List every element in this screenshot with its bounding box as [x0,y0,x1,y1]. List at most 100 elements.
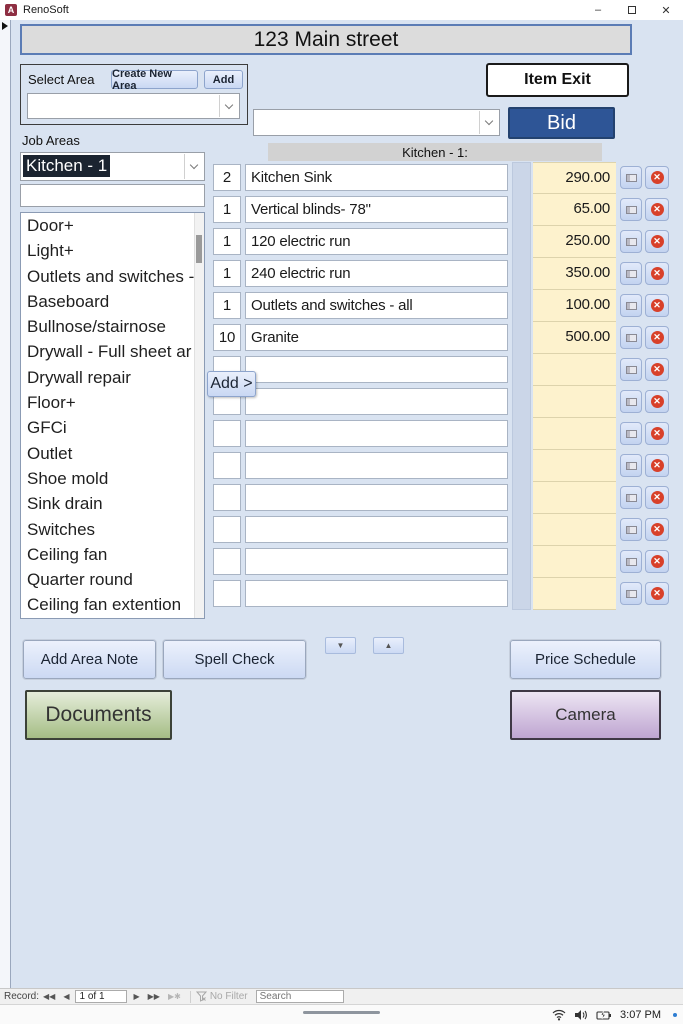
select-area-dropdown-button[interactable] [219,95,238,117]
row-builder-button[interactable] [620,518,642,541]
price-schedule-button[interactable]: Price Schedule [509,639,662,680]
description-field[interactable] [245,516,508,543]
description-field[interactable] [245,356,508,383]
row-delete-button[interactable]: ✕ [645,486,669,509]
previous-record-button[interactable]: ◀ [63,992,70,1001]
row-delete-button[interactable]: ✕ [645,166,669,189]
battery-icon[interactable] [596,1009,612,1021]
description-field[interactable]: Kitchen Sink [245,164,508,191]
quantity-field[interactable]: 1 [213,196,241,223]
description-field[interactable]: 240 electric run [245,260,508,287]
quantity-field[interactable] [213,484,241,511]
description-field[interactable]: Granite [245,324,508,351]
bid-button[interactable]: Bid [508,107,615,139]
quantity-field[interactable] [213,452,241,479]
bid-item-combobox[interactable] [253,109,500,136]
quantity-field[interactable]: 1 [213,228,241,255]
description-field[interactable] [245,420,508,447]
price-field[interactable]: 65.00 [533,194,616,226]
list-item[interactable]: Outlets and switches - [27,266,195,286]
row-delete-button[interactable]: ✕ [645,550,669,573]
row-delete-button[interactable]: ✕ [645,198,669,221]
next-record-button[interactable]: ▶ [133,992,140,1001]
price-field[interactable]: 100.00 [533,290,616,322]
price-field[interactable] [533,386,616,418]
price-field[interactable]: 250.00 [533,226,616,258]
row-delete-button[interactable]: ✕ [645,518,669,541]
list-item[interactable]: GFCi [27,418,67,438]
row-builder-button[interactable] [620,454,642,477]
price-field[interactable]: 350.00 [533,258,616,290]
row-builder-button[interactable] [620,294,642,317]
spell-check-button[interactable]: Spell Check [162,639,307,680]
row-delete-button[interactable]: ✕ [645,294,669,317]
create-new-area-button[interactable]: Create New Area [111,68,198,92]
price-field[interactable] [533,450,616,482]
price-field[interactable] [533,514,616,546]
job-area-combobox[interactable]: Kitchen - 1 [20,152,205,181]
row-delete-button[interactable]: ✕ [645,326,669,349]
list-item[interactable]: Door+ [27,216,74,235]
list-item[interactable]: Ceiling fan extention [27,595,182,615]
price-field[interactable] [533,418,616,450]
select-area-combobox[interactable] [27,93,240,119]
list-item[interactable]: Floor+ [27,393,76,413]
add-area-button[interactable]: Add [204,70,243,89]
quantity-field[interactable] [213,580,241,607]
row-delete-button[interactable]: ✕ [645,262,669,285]
list-item[interactable]: Drywall repair [27,367,131,387]
row-builder-button[interactable] [620,166,642,189]
description-field[interactable]: Outlets and switches - all [245,292,508,319]
price-field[interactable] [533,546,616,578]
list-item[interactable]: Switches [27,519,96,539]
add-area-note-button[interactable]: Add Area Note [22,639,157,680]
camera-button[interactable]: Camera [510,690,661,740]
bid-combo-dropdown-button[interactable] [479,111,498,134]
row-builder-button[interactable] [620,230,642,253]
quantity-field[interactable]: 1 [213,260,241,287]
wifi-icon[interactable] [552,1009,566,1021]
quantity-field[interactable]: 2 [213,164,241,191]
description-field[interactable] [245,484,508,511]
no-filter-button[interactable]: No Filter [195,991,248,1002]
row-delete-button[interactable]: ✕ [645,390,669,413]
job-area-filter-input[interactable] [20,184,205,207]
row-delete-button[interactable]: ✕ [645,582,669,605]
price-field[interactable] [533,578,616,610]
description-field[interactable]: 120 electric run [245,228,508,255]
listbox-scrollbar[interactable] [194,213,204,618]
quantity-field[interactable]: 1 [213,292,241,319]
move-down-button[interactable]: ▼ [325,637,356,654]
row-builder-button[interactable] [620,326,642,349]
list-item[interactable]: Shoe mold [27,468,109,488]
items-table-scrollbar[interactable] [512,162,531,610]
price-field[interactable] [533,482,616,514]
list-item[interactable]: Sink drain [27,494,103,514]
list-item[interactable]: Ceiling fan [27,544,108,564]
description-field[interactable]: Vertical blinds- 78" [245,196,508,223]
list-item[interactable]: Drywall - Full sheet ar [27,342,192,362]
clock[interactable]: 3:07 PM [620,1008,661,1021]
item-exit-button[interactable]: Item Exit [486,63,629,97]
minimize-button[interactable]: – [594,4,602,16]
description-field[interactable] [245,452,508,479]
first-record-button[interactable]: ◀◀ [43,992,56,1001]
row-builder-button[interactable] [620,550,642,573]
row-builder-button[interactable] [620,390,642,413]
list-item[interactable]: Bullnose/stairnose [27,317,166,337]
documents-button[interactable]: Documents [25,690,172,740]
quantity-field[interactable] [213,420,241,447]
new-record-button[interactable]: ▶✱ [167,992,181,1001]
price-field[interactable]: 290.00 [533,162,616,194]
row-delete-button[interactable]: ✕ [645,454,669,477]
list-item[interactable]: Outlet [27,443,73,463]
row-delete-button[interactable]: ✕ [645,358,669,381]
price-field[interactable] [533,354,616,386]
job-area-dropdown-button[interactable] [184,154,203,179]
record-search-input[interactable] [255,990,344,1003]
listbox-scrollbar-thumb[interactable] [196,235,202,263]
description-field[interactable] [245,388,508,415]
last-record-button[interactable]: ▶▶ [147,992,160,1001]
speaker-icon[interactable] [574,1009,588,1021]
record-position-input[interactable] [75,990,128,1003]
